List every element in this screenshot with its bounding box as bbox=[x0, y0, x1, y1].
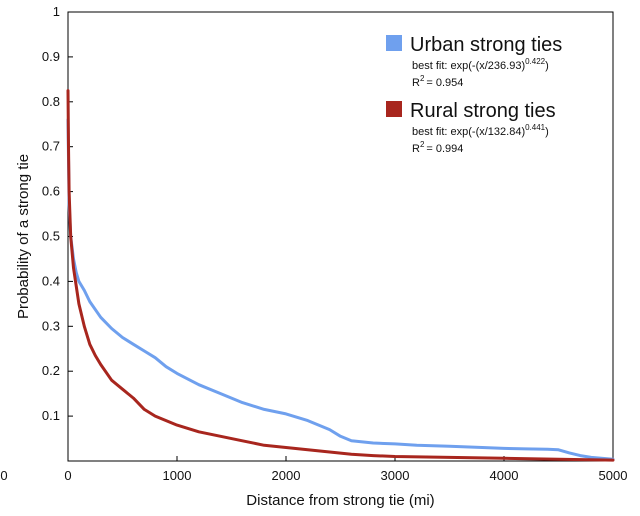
legend-r2-urban: R2 = 0.954 bbox=[412, 74, 463, 89]
y-tick-label: 0.4 bbox=[42, 273, 60, 288]
y-tick-label: 0.1 bbox=[42, 408, 60, 423]
y-tick-label: 0.8 bbox=[42, 94, 60, 109]
x-tick-label: 5000 bbox=[599, 468, 628, 483]
legend-swatch-urban bbox=[386, 35, 402, 51]
y-tick-label: 0.6 bbox=[42, 184, 60, 199]
legend-r2-rural: R2 = 0.994 bbox=[412, 140, 463, 155]
y-axis-title: Probability of a strong tie bbox=[15, 154, 32, 319]
x-tick-label: 2000 bbox=[272, 468, 301, 483]
x-tick-label: 0 bbox=[64, 468, 71, 483]
x-axis-ticks: 0 1000 2000 3000 4000 5000 bbox=[64, 456, 627, 483]
y-tick-label: 1 bbox=[53, 4, 60, 19]
x-tick-label: 1000 bbox=[163, 468, 192, 483]
legend-label-rural: Rural strong ties bbox=[410, 100, 556, 122]
series-lines bbox=[66, 89, 615, 462]
x-tick-label: 3000 bbox=[381, 468, 410, 483]
legend-label-urban: Urban strong ties bbox=[410, 34, 562, 56]
legend: Urban strong ties best fit: exp(-(x/236.… bbox=[386, 34, 562, 155]
series-line-rural bbox=[66, 89, 615, 462]
plot-frame bbox=[67, 11, 614, 462]
y-tick-label: 0.2 bbox=[42, 363, 60, 378]
x-tick-label: 4000 bbox=[490, 468, 519, 483]
y-tick-label: 0.9 bbox=[42, 49, 60, 64]
legend-entry-rural: Rural strong ties best fit: exp(-(x/132.… bbox=[386, 100, 556, 155]
y-tick-label: 0.3 bbox=[42, 318, 60, 333]
corner-edge-label: 0 bbox=[0, 468, 7, 483]
y-axis-ticks: 0.1 0.2 0.3 0.4 0.5 0.6 0.7 0.8 0.9 1 bbox=[42, 4, 73, 423]
legend-entry-urban: Urban strong ties best fit: exp(-(x/236.… bbox=[386, 34, 562, 89]
y-tick-label: 0.5 bbox=[42, 229, 60, 244]
legend-swatch-rural bbox=[386, 101, 402, 117]
legend-fit-urban: best fit: exp(-(x/236.93)0.422) bbox=[412, 57, 549, 72]
x-axis-title: Distance from strong tie (mi) bbox=[246, 492, 434, 509]
series-line-urban bbox=[66, 118, 615, 461]
y-tick-label: 0.7 bbox=[42, 139, 60, 154]
legend-fit-rural: best fit: exp(-(x/132.84)0.441) bbox=[412, 123, 549, 138]
